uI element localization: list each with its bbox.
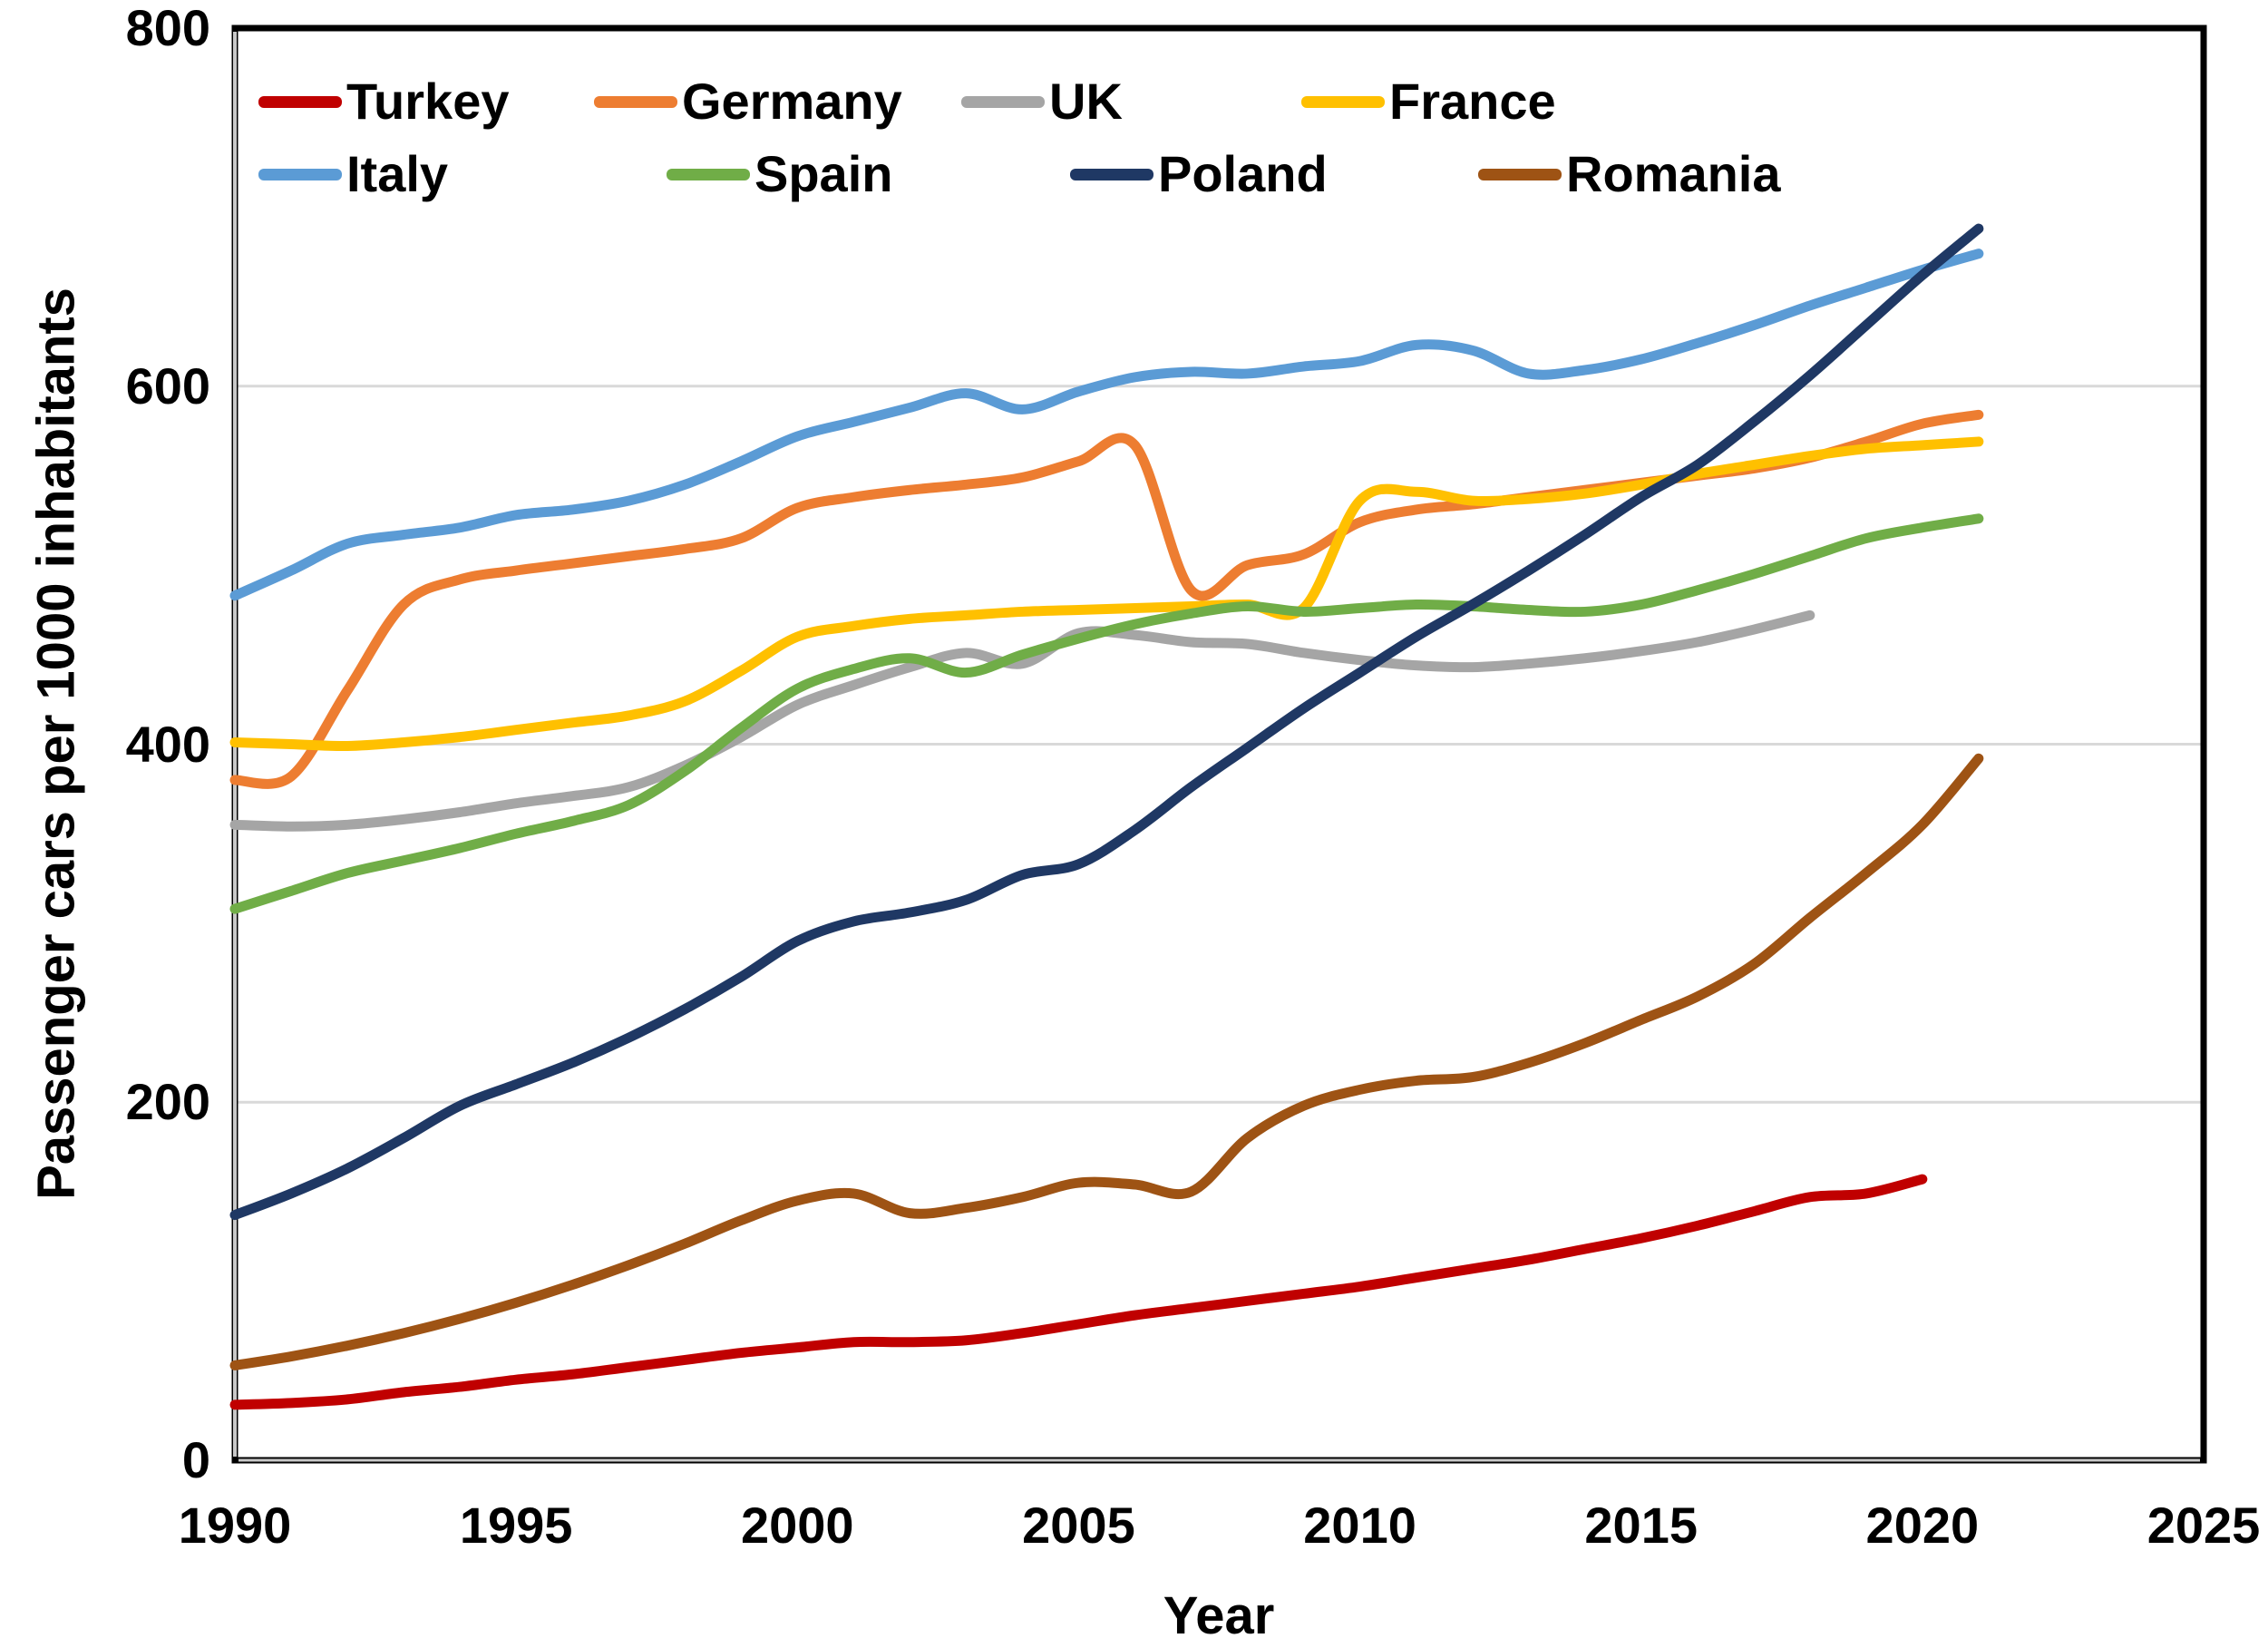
legend-swatch-icon: [1301, 95, 1385, 108]
legend-swatch-icon: [258, 95, 342, 108]
x-tick-label-2000: 2000: [740, 1497, 854, 1554]
series-line-spain: [229, 513, 1984, 914]
series-line-italy: [229, 249, 1984, 601]
x-tick-label-2025: 2025: [2146, 1497, 2261, 1554]
legend-label: Spain: [754, 145, 893, 202]
y-axis-title: Passenger cars per 1000 inhabitants: [26, 288, 86, 1200]
legend-item-france: France: [1301, 73, 1556, 131]
legend-label: Turkey: [346, 73, 510, 130]
legend-item-uk: UK: [961, 73, 1123, 131]
legend-swatch-icon: [1070, 168, 1153, 180]
legend-item-romania: Romania: [1478, 145, 1781, 203]
legend-swatch-icon: [961, 95, 1045, 108]
legend-item-italy: Italy: [258, 145, 448, 203]
legend-swatch-icon: [258, 168, 342, 180]
y-tick-label-400: 400: [125, 715, 210, 773]
x-axis-title: Year: [1163, 1586, 1275, 1645]
legend-item-germany: Germany: [594, 73, 902, 131]
legend-label: Romania: [1566, 145, 1781, 202]
legend-swatch-icon: [594, 95, 677, 108]
legend-label: Poland: [1158, 145, 1328, 202]
x-tick-label-1990: 1990: [178, 1497, 292, 1554]
series-line-turkey: [229, 1174, 1928, 1410]
y-tick-label-0: 0: [181, 1431, 210, 1488]
legend-item-spain: Spain: [667, 145, 892, 203]
series-line-uk: [229, 609, 1815, 832]
series-line-france: [229, 436, 1984, 752]
y-tick-label-200: 200: [125, 1073, 210, 1131]
x-tick-label-2010: 2010: [1303, 1497, 1416, 1554]
gridlines: [235, 385, 2204, 1104]
x-tick-label-1995: 1995: [459, 1497, 573, 1554]
legend-label: France: [1389, 73, 1556, 130]
legend-label: Germany: [682, 73, 902, 130]
legend-swatch-icon: [1478, 168, 1562, 180]
x-tick-label-2015: 2015: [1584, 1497, 1698, 1554]
y-tick-label-800: 800: [125, 0, 210, 56]
series-line-romania: [229, 753, 1984, 1370]
legend-item-turkey: Turkey: [258, 73, 509, 131]
y-tick-label-600: 600: [125, 356, 210, 414]
legend-item-poland: Poland: [1070, 145, 1328, 203]
x-tick-label-2020: 2020: [1865, 1497, 1980, 1554]
series-lines: [229, 223, 1984, 1410]
legend-label: UK: [1049, 73, 1123, 130]
series-line-poland: [229, 223, 1984, 1221]
x-tick-label-2005: 2005: [1022, 1497, 1135, 1554]
legend-swatch-icon: [667, 168, 750, 180]
legend-label: Italy: [346, 145, 449, 202]
